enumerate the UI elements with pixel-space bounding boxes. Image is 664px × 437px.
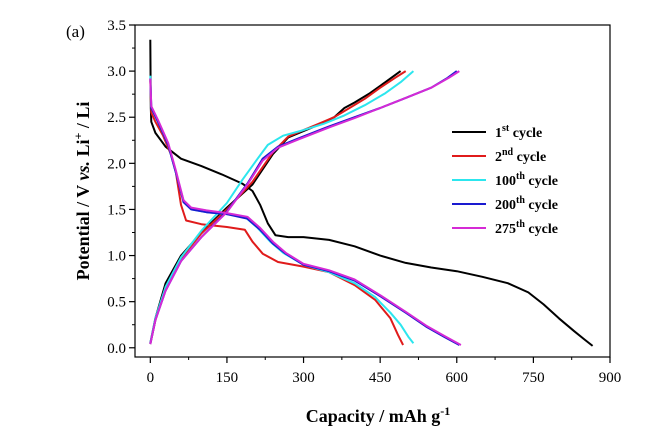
y-axis-title: Potential / V vs. Li+ / Li xyxy=(71,102,93,281)
y-tick-label: 1.5 xyxy=(107,202,126,218)
legend-label: 275th cycle xyxy=(495,219,558,237)
x-tick-label: 900 xyxy=(599,370,622,386)
legend-label: 2nd cycle xyxy=(495,147,546,165)
plot-area xyxy=(134,24,611,358)
y-tick-label: 3.0 xyxy=(107,64,126,80)
y-tick-label: 1.0 xyxy=(107,249,126,265)
x-tick-label: 0 xyxy=(147,370,155,386)
x-tick-label: 450 xyxy=(369,370,392,386)
series-100th-cycle-discharge xyxy=(149,75,415,344)
series-200th-cycle-discharge xyxy=(149,78,460,346)
x-axis-title: Capacity / mAh g-1 xyxy=(306,404,451,426)
legend-label: 100th cycle xyxy=(495,171,558,189)
legend: 1st cycle 2nd cycle 100th cycle 200th cycle… xyxy=(452,123,558,237)
x-tick-label: 600 xyxy=(446,370,469,386)
y-tick-label: 2.5 xyxy=(107,110,126,126)
y-axis: 0.0 0.5 1.0 1.5 2.0 2.5 3.0 3.5 xyxy=(107,18,135,357)
legend-label: 1st cycle xyxy=(495,123,542,141)
series-100th-cycle-charge xyxy=(149,70,415,344)
x-tick-label: 750 xyxy=(522,370,545,386)
legend-label: 200th cycle xyxy=(495,195,558,213)
x-axis: 0 150 300 450 600 750 900 xyxy=(147,357,622,386)
y-tick-label: 0.5 xyxy=(107,295,126,311)
series-275th-cycle-charge xyxy=(149,70,460,345)
y-tick-label: 0.0 xyxy=(107,341,126,357)
x-tick-label: 150 xyxy=(216,370,239,386)
y-tick-label: 2.0 xyxy=(107,156,126,172)
series-1st-cycle-discharge xyxy=(149,39,594,347)
plot-frame xyxy=(134,24,611,358)
panel-label: (a) xyxy=(66,22,85,41)
series-2nd-cycle-discharge xyxy=(149,80,404,346)
series-275th-cycle-discharge xyxy=(149,78,462,346)
y-tick-label: 3.5 xyxy=(107,18,126,34)
x-tick-label: 300 xyxy=(292,370,315,386)
